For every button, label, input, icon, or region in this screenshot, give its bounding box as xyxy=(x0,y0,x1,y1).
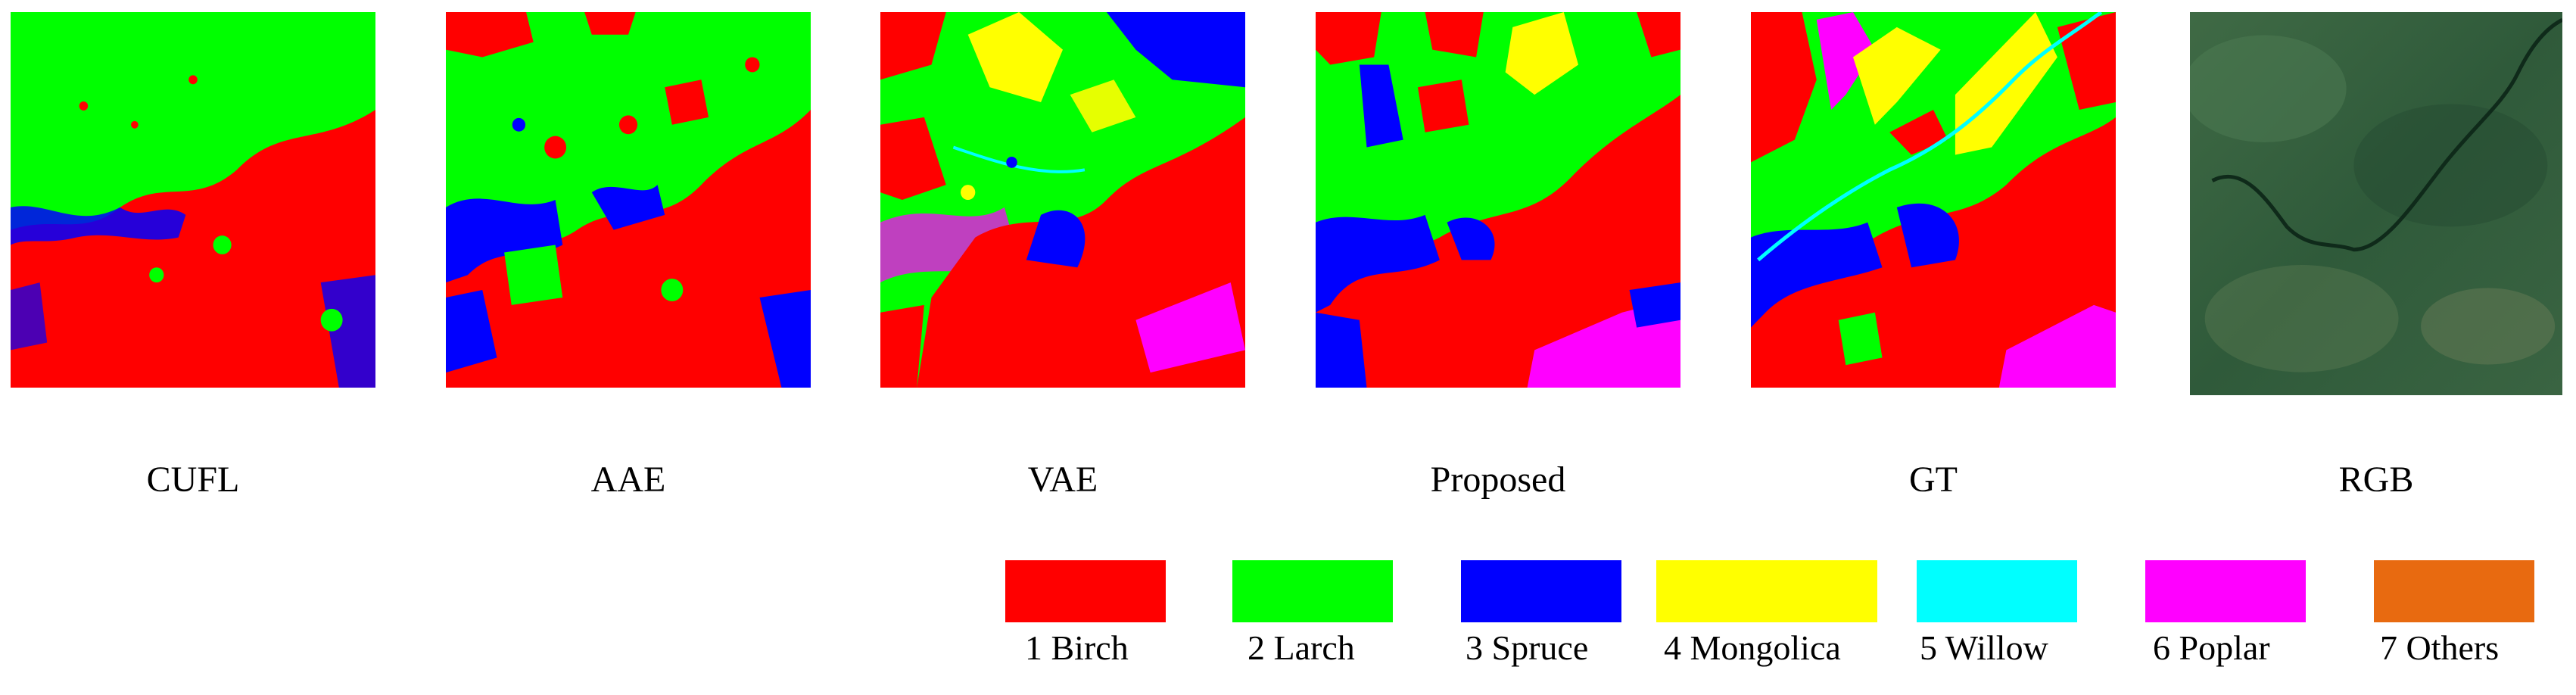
legend-swatch-poplar xyxy=(2145,560,2306,622)
caption-aae: AAE xyxy=(590,460,666,500)
caption-rgb: RGB xyxy=(2338,460,2414,500)
caption-cufl: CUFL xyxy=(146,460,240,500)
legend-swatch-willow xyxy=(1917,560,2077,622)
legend-label-larch: 2 Larch xyxy=(1248,628,1355,667)
legend-swatch-larch xyxy=(1232,560,1393,622)
legend-swatch-others xyxy=(2374,560,2534,622)
vae-map xyxy=(880,12,1245,388)
aae-map xyxy=(446,12,811,388)
caption-gt: GT xyxy=(1909,460,1958,500)
legend-swatch-birch xyxy=(1005,560,1166,622)
caption-proposed: Proposed xyxy=(1430,460,1566,500)
legend-label-others: 7 Others xyxy=(2380,628,2500,667)
proposed-map xyxy=(1316,12,1680,388)
legend-label-willow: 5 Willow xyxy=(1920,628,2048,667)
gt-map xyxy=(1751,12,2116,388)
legend-label-spruce: 3 Spruce xyxy=(1466,628,1589,667)
legend-label-mongolica: 4 Mongolica xyxy=(1664,628,1841,667)
legend-swatch-spruce xyxy=(1461,560,1621,622)
legend-swatch-mongolica xyxy=(1656,560,1877,622)
cufl-map xyxy=(11,12,375,388)
legend-label-birch: 1 Birch xyxy=(1025,628,1129,667)
legend-label-poplar: 6 Poplar xyxy=(2153,628,2270,667)
caption-vae: VAE xyxy=(1027,460,1098,500)
rgb-satellite-image xyxy=(2190,12,2562,395)
